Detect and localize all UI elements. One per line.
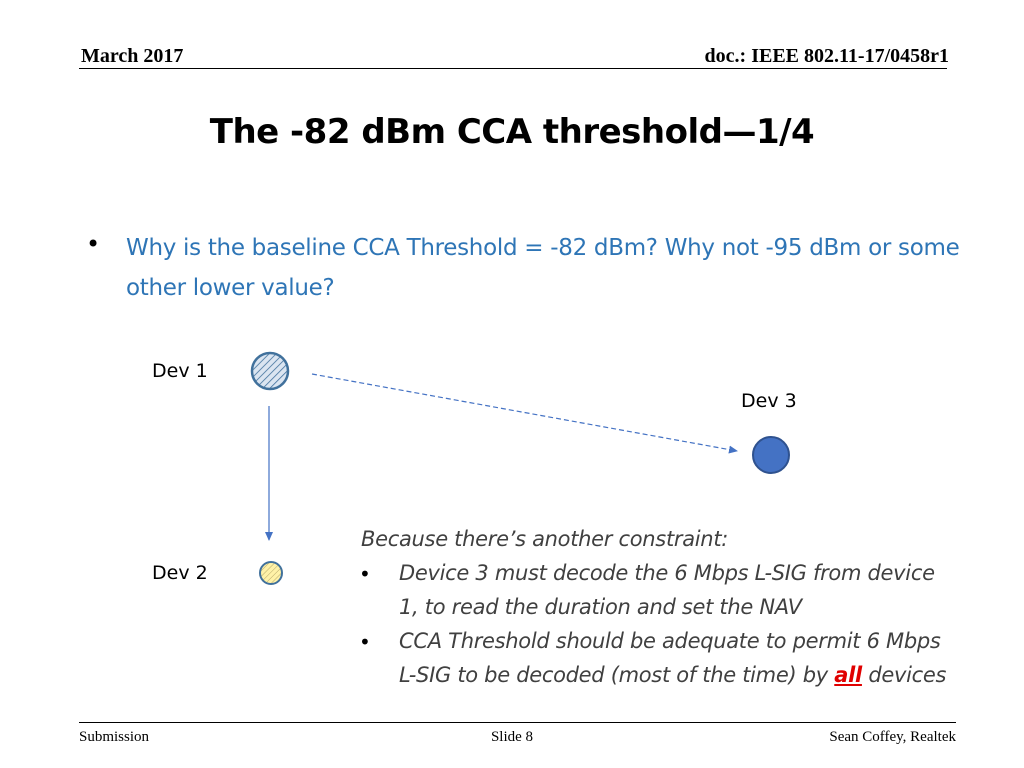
dev2-node [259, 561, 283, 585]
footer-author: Sean Coffey, Realtek [829, 729, 956, 745]
slide-title: The -82 dBm CCA threshold—1/4 [209, 112, 815, 152]
note-bullet-2-line1: CCA Threshold should be adequate to perm… [399, 629, 941, 653]
dev3-node [752, 436, 790, 474]
note-intro: Because there’s another constraint: [361, 527, 729, 551]
footer-slide-number: Slide 8 [490, 729, 534, 745]
dev2-label: Dev 2 [152, 562, 208, 584]
header-date: March 2017 [81, 45, 184, 67]
note-bullet-2-line2: L-SIG to be decoded (most of the time) b… [399, 663, 946, 687]
note-bullet-1-line1: Device 3 must decode the 6 Mbps L-SIG fr… [399, 561, 935, 585]
emphasis-all: all [834, 663, 862, 687]
header-rule [79, 68, 947, 69]
footer-rule [79, 722, 956, 723]
bullet-marker: • [86, 230, 101, 258]
note-bullet-2-text-after: devices [861, 663, 947, 687]
header-doc-id: doc.: IEEE 802.11-17/0458r1 [704, 45, 949, 67]
footer-submission: Submission [79, 729, 150, 745]
note-bullet-marker-1: • [359, 562, 371, 586]
main-bullet-text: Why is the baseline CCA Threshold = -82 … [126, 235, 960, 301]
note-bullet-marker-2: • [359, 630, 371, 654]
dev1-label: Dev 1 [152, 360, 208, 382]
dev3-label: Dev 3 [741, 390, 797, 412]
dev1-node [250, 351, 290, 391]
note-bullet-1-line2: 1, to read the duration and set the NAV [399, 595, 802, 619]
arrow-dev1-to-dev3 [311, 373, 738, 454]
note-bullet-2-text-before: L-SIG to be decoded (most of the time) b… [399, 663, 835, 687]
